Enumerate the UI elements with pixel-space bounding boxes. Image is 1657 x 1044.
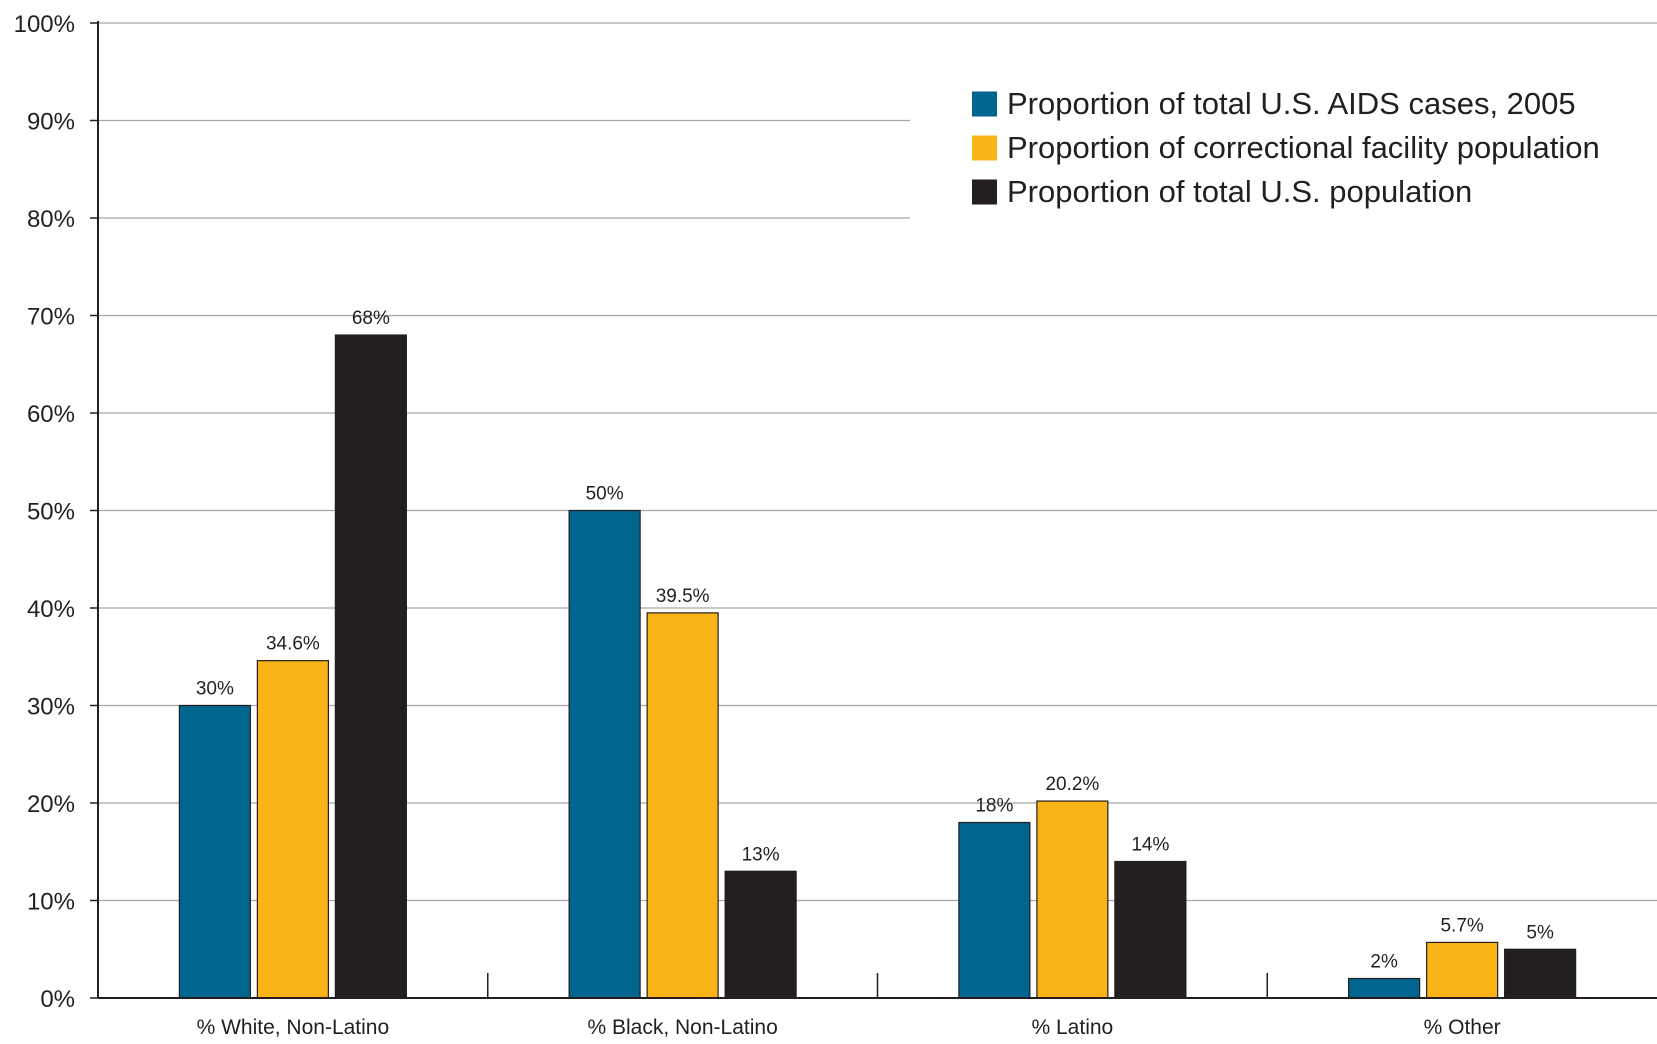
y-tick-label: 30% [27, 694, 75, 721]
y-tick-label: 70% [27, 304, 75, 331]
bar [1426, 941, 1499, 999]
bar [724, 870, 797, 999]
data-label: 50% [586, 484, 624, 505]
x-category-label: % Black, Non-Latino [587, 1016, 777, 1039]
bar [1036, 800, 1109, 999]
data-label: 2% [1370, 952, 1398, 973]
data-label: 14% [1131, 835, 1169, 856]
bar [178, 704, 251, 999]
x-category-label: % Other [1424, 1016, 1501, 1039]
legend-swatch [972, 179, 997, 205]
y-tick-label: 100% [14, 11, 75, 38]
legend: Proportion of total U.S. AIDS cases, 200… [972, 86, 1600, 209]
y-tick-label: 20% [27, 791, 75, 818]
bar [334, 334, 407, 999]
data-label: 13% [742, 844, 780, 865]
data-label: 5% [1526, 922, 1554, 943]
bar [1504, 948, 1577, 999]
bars [178, 334, 1577, 999]
data-labels: 30% 34.6% 68% 50% 39.5% 13% 18% 20.2% 14% 2% 5.7% 5… [196, 308, 1554, 973]
x-category-label: % White, Non-Latino [197, 1016, 390, 1039]
legend-swatch [972, 91, 997, 117]
data-label: 5.7% [1440, 915, 1483, 936]
data-label: 68% [352, 308, 390, 329]
legend-entry-label: Proportion of total U.S. population [1007, 174, 1472, 209]
y-tick-label: 10% [27, 889, 75, 916]
bar [1348, 977, 1421, 999]
legend-swatch [972, 135, 997, 161]
y-tick-label: 60% [27, 401, 75, 428]
y-tick-label: 50% [27, 499, 75, 526]
x-axis-category-labels: % White, Non-Latino % Black, Non-Latino % … [197, 1016, 1501, 1039]
data-label: 34.6% [266, 634, 320, 655]
y-tick-label: 0% [40, 986, 75, 1013]
bar [958, 821, 1031, 999]
bar [256, 660, 329, 999]
data-label: 20.2% [1045, 774, 1099, 795]
bar [646, 612, 719, 999]
bar [568, 509, 641, 999]
data-label: 18% [975, 796, 1013, 817]
y-tick-label: 40% [27, 596, 75, 623]
y-tick-label: 80% [27, 206, 75, 233]
data-label: 30% [196, 679, 234, 700]
y-tick-label: 90% [27, 109, 75, 136]
legend-entry-label: Proportion of total U.S. AIDS cases, 200… [1007, 86, 1576, 121]
x-category-label: % Latino [1032, 1016, 1114, 1039]
legend-entry-label: Proportion of correctional facility popu… [1007, 130, 1600, 165]
axes [90, 21, 1657, 999]
bar [1114, 860, 1187, 999]
data-label: 39.5% [656, 586, 710, 607]
y-axis-tick-labels: 0% 10% 20% 30% 40% 50% 60% 70% 80% 90% 100% [14, 11, 75, 1013]
